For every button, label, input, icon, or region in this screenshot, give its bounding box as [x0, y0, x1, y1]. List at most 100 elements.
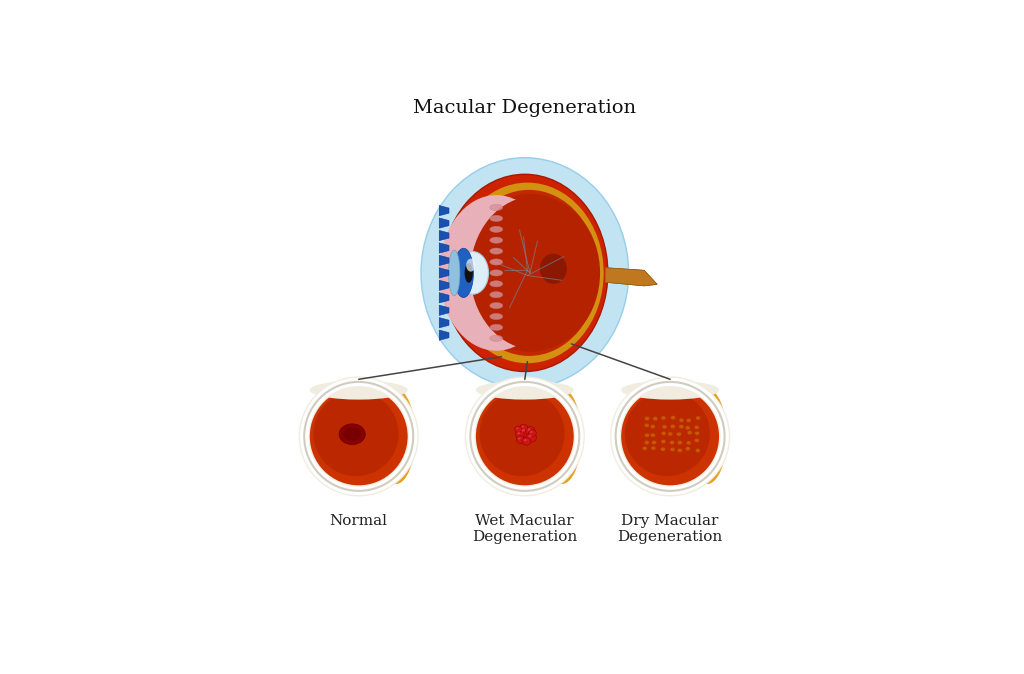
Polygon shape — [439, 293, 450, 303]
Ellipse shape — [678, 448, 682, 452]
Text: Dry Macular
Degeneration: Dry Macular Degeneration — [617, 514, 723, 545]
Ellipse shape — [651, 440, 656, 445]
Polygon shape — [439, 305, 450, 315]
Polygon shape — [439, 280, 450, 290]
Ellipse shape — [460, 190, 598, 356]
Ellipse shape — [516, 427, 518, 429]
Polygon shape — [439, 317, 450, 328]
Ellipse shape — [622, 381, 719, 400]
Ellipse shape — [489, 324, 503, 330]
Ellipse shape — [519, 427, 530, 437]
Ellipse shape — [526, 433, 537, 442]
Ellipse shape — [540, 253, 567, 284]
Ellipse shape — [489, 313, 503, 319]
Circle shape — [479, 391, 564, 476]
Circle shape — [470, 382, 580, 491]
Ellipse shape — [515, 430, 524, 438]
Ellipse shape — [476, 381, 573, 400]
Ellipse shape — [521, 429, 525, 432]
Circle shape — [615, 382, 725, 491]
Ellipse shape — [343, 428, 360, 441]
Ellipse shape — [449, 250, 460, 296]
Ellipse shape — [617, 384, 729, 495]
Ellipse shape — [309, 381, 408, 400]
Ellipse shape — [439, 195, 553, 350]
Text: Normal: Normal — [330, 514, 388, 528]
Ellipse shape — [694, 425, 699, 429]
Ellipse shape — [489, 335, 503, 342]
Ellipse shape — [687, 389, 727, 484]
Ellipse shape — [489, 226, 503, 233]
Ellipse shape — [464, 194, 596, 352]
Ellipse shape — [679, 425, 684, 429]
Ellipse shape — [671, 416, 676, 420]
Ellipse shape — [489, 280, 503, 287]
Ellipse shape — [642, 446, 647, 450]
Ellipse shape — [695, 416, 700, 420]
Ellipse shape — [651, 446, 655, 450]
Ellipse shape — [465, 263, 473, 283]
Ellipse shape — [489, 204, 503, 210]
Polygon shape — [439, 268, 450, 278]
Circle shape — [470, 384, 574, 489]
Ellipse shape — [376, 389, 416, 484]
Ellipse shape — [663, 425, 667, 429]
Ellipse shape — [522, 437, 530, 446]
Ellipse shape — [670, 441, 675, 445]
Ellipse shape — [543, 389, 582, 484]
Ellipse shape — [527, 429, 530, 431]
Polygon shape — [439, 243, 450, 253]
Ellipse shape — [685, 447, 690, 451]
Ellipse shape — [677, 432, 681, 436]
Text: Macular Degeneration: Macular Degeneration — [414, 99, 636, 117]
Ellipse shape — [695, 448, 700, 452]
Ellipse shape — [653, 417, 657, 421]
Ellipse shape — [662, 416, 666, 420]
Ellipse shape — [518, 437, 520, 439]
Circle shape — [304, 384, 409, 489]
Ellipse shape — [644, 417, 649, 421]
Ellipse shape — [644, 441, 649, 445]
Ellipse shape — [452, 183, 604, 363]
Ellipse shape — [650, 425, 655, 429]
Circle shape — [615, 384, 720, 489]
Ellipse shape — [489, 292, 503, 298]
Ellipse shape — [644, 423, 649, 427]
Ellipse shape — [528, 435, 531, 437]
Ellipse shape — [515, 426, 522, 433]
Ellipse shape — [686, 441, 691, 445]
Ellipse shape — [489, 259, 503, 265]
Ellipse shape — [421, 158, 629, 388]
Circle shape — [625, 391, 710, 476]
Ellipse shape — [489, 303, 503, 309]
Ellipse shape — [679, 418, 684, 422]
Ellipse shape — [686, 419, 691, 423]
Ellipse shape — [530, 431, 532, 433]
Ellipse shape — [521, 426, 524, 427]
Ellipse shape — [470, 196, 600, 350]
Ellipse shape — [660, 439, 666, 443]
Ellipse shape — [662, 431, 666, 435]
Ellipse shape — [489, 248, 503, 254]
Ellipse shape — [677, 441, 682, 445]
Ellipse shape — [670, 448, 675, 452]
Ellipse shape — [489, 270, 503, 276]
Ellipse shape — [517, 432, 520, 434]
Ellipse shape — [454, 248, 473, 297]
Ellipse shape — [644, 433, 649, 437]
Ellipse shape — [687, 431, 692, 435]
Ellipse shape — [694, 431, 699, 435]
Circle shape — [313, 391, 398, 476]
Polygon shape — [439, 231, 450, 241]
Polygon shape — [605, 268, 657, 286]
Ellipse shape — [472, 384, 584, 495]
Ellipse shape — [525, 427, 536, 435]
Polygon shape — [439, 206, 450, 216]
Ellipse shape — [441, 175, 608, 371]
Circle shape — [304, 382, 414, 491]
Ellipse shape — [339, 424, 366, 445]
Ellipse shape — [671, 425, 675, 429]
Polygon shape — [439, 218, 450, 228]
Polygon shape — [439, 255, 450, 266]
Ellipse shape — [466, 259, 475, 272]
